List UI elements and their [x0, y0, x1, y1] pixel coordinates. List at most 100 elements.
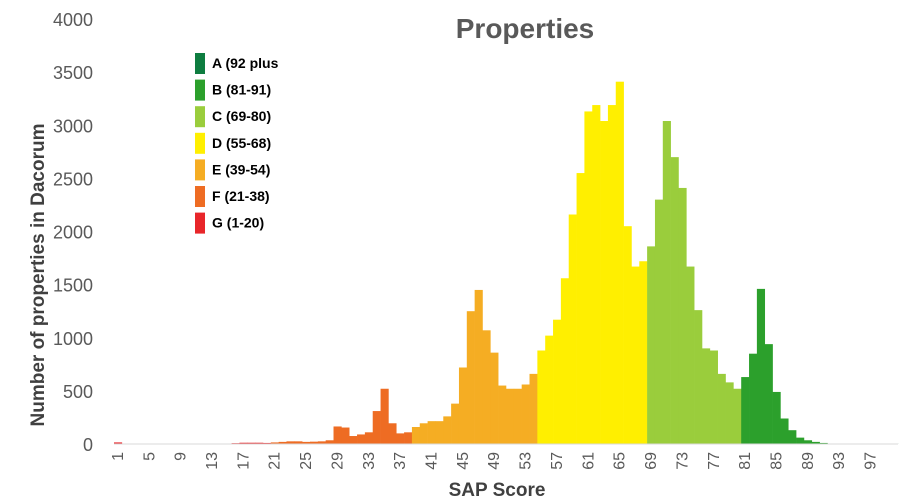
x-tick-label: 85 — [769, 452, 786, 470]
y-tick-label: 500 — [63, 382, 93, 402]
bar — [310, 441, 319, 444]
bar — [592, 105, 601, 444]
x-tick-label: 49 — [486, 452, 503, 470]
bar — [317, 441, 326, 444]
y-tick-label: 2000 — [53, 223, 93, 243]
legend-label: A (92 plus — [212, 55, 279, 71]
bar — [364, 432, 374, 444]
y-tick-label: 2500 — [53, 169, 93, 189]
bar — [725, 382, 734, 445]
bar — [803, 440, 813, 444]
bar — [733, 388, 742, 444]
bar — [686, 266, 695, 444]
bar — [772, 391, 781, 444]
bar — [615, 81, 624, 444]
x-tick-label: 61 — [580, 452, 597, 470]
legend: A (92 plus B (81-91) C (69-80) D (55-68) E (… — [195, 53, 279, 234]
bar — [427, 421, 436, 444]
x-axis-ticks: 1 5 9 13 17 21 25 29 33 37 41 45 49 53 57 61 65 69 73 77 81 8… — [110, 452, 880, 470]
bar — [647, 246, 656, 445]
bar — [506, 388, 515, 444]
x-tick-label: 37 — [392, 452, 409, 470]
bar — [623, 226, 632, 444]
x-tick-label: 81 — [737, 452, 754, 470]
legend-label: D (55-68) — [212, 135, 271, 151]
x-tick-label: 41 — [424, 452, 441, 470]
bar — [639, 261, 648, 444]
legend-label: F (21-38) — [212, 188, 270, 204]
legend-swatch — [195, 79, 205, 101]
x-tick-label: 45 — [455, 452, 472, 470]
bar — [607, 105, 617, 444]
bar — [749, 353, 758, 444]
bar — [466, 311, 475, 444]
bar — [702, 348, 711, 445]
bar — [388, 423, 397, 444]
legend-label: E (39-54) — [212, 161, 270, 177]
bar — [294, 441, 303, 444]
x-tick-label: 93 — [831, 452, 848, 470]
bar — [490, 352, 499, 445]
bar — [372, 411, 381, 444]
y-tick-label: 3000 — [53, 116, 93, 136]
bar — [780, 418, 789, 444]
x-tick-label: 33 — [361, 452, 378, 470]
bar — [357, 434, 366, 444]
bar — [654, 199, 664, 444]
x-tick-label: 73 — [674, 452, 691, 470]
bar — [819, 442, 828, 444]
bar — [333, 426, 342, 444]
x-tick-label: 13 — [204, 452, 221, 470]
legend-label: B (81-91) — [212, 82, 271, 98]
bar — [584, 111, 593, 444]
bar — [270, 442, 279, 444]
bar — [404, 432, 413, 444]
x-tick-label: 77 — [706, 452, 723, 470]
bar — [435, 421, 444, 444]
bar — [568, 214, 577, 444]
legend-swatch — [195, 159, 205, 181]
bar — [411, 427, 421, 444]
bar — [741, 377, 750, 444]
chart-title: Properties — [456, 13, 595, 44]
bar — [521, 384, 530, 444]
x-axis-title: SAP Score — [449, 480, 546, 499]
y-axis-title: Number of properties in Dacorum — [28, 124, 49, 427]
bar — [537, 350, 546, 444]
x-tick-label: 25 — [298, 452, 315, 470]
bar — [553, 319, 562, 444]
bar — [474, 289, 483, 444]
x-tick-label: 57 — [549, 452, 566, 470]
bar — [341, 427, 350, 444]
bar — [286, 441, 295, 444]
bar — [498, 385, 507, 444]
bar — [756, 288, 766, 445]
x-tick-label: 53 — [518, 452, 535, 470]
bar — [419, 423, 428, 444]
bar — [811, 441, 820, 445]
x-tick-label: 1 — [110, 452, 127, 461]
bar — [458, 367, 468, 444]
bar — [380, 388, 389, 444]
y-tick-label: 1000 — [53, 329, 93, 349]
y-tick-label: 4000 — [53, 10, 93, 30]
bar — [662, 121, 671, 444]
legend-swatch — [195, 186, 205, 207]
bar — [396, 433, 405, 445]
bar — [262, 442, 272, 444]
bar — [114, 442, 123, 444]
x-tick-label: 17 — [235, 452, 252, 470]
legend-swatch — [195, 106, 205, 128]
legend-swatch — [195, 132, 205, 154]
x-tick-label: 21 — [267, 452, 284, 470]
bar — [513, 388, 522, 444]
bar — [560, 278, 570, 444]
x-tick-label: 69 — [643, 452, 660, 470]
bar — [239, 442, 248, 444]
legend-swatch — [195, 212, 205, 234]
y-tick-label: 0 — [83, 435, 93, 455]
bar — [247, 442, 256, 444]
bar — [600, 121, 609, 444]
x-tick-label: 89 — [800, 452, 817, 470]
